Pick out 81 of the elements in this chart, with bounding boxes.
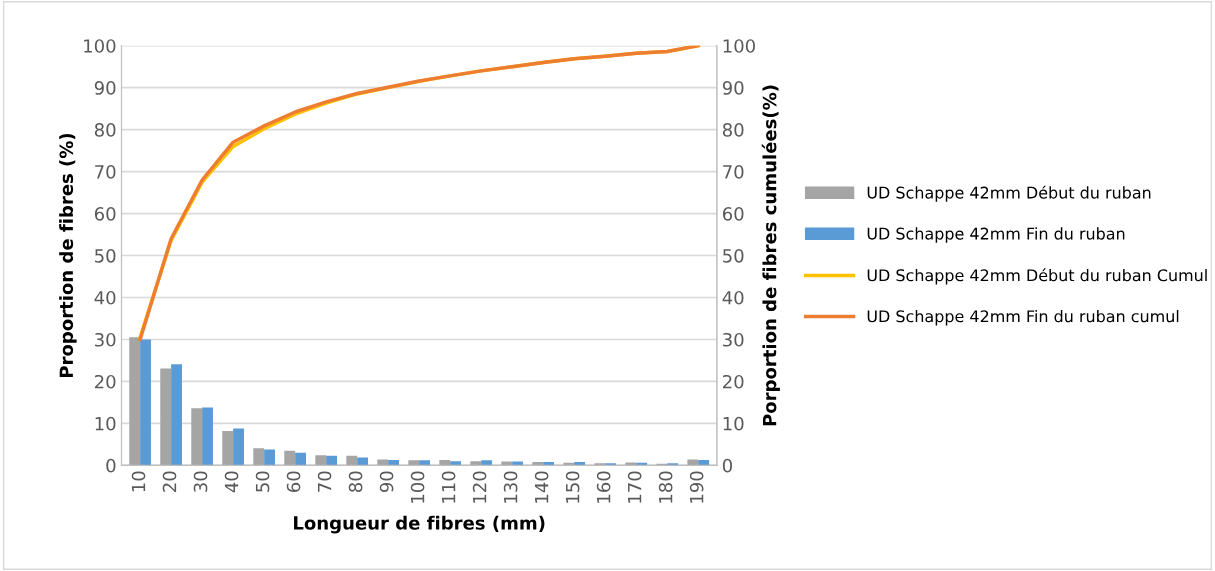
- x-tick-label: 120: [472, 471, 487, 503]
- y-tick-label: 30: [95, 332, 116, 347]
- bar: [315, 455, 327, 466]
- x-tick-label: 80: [348, 471, 363, 492]
- bar: [253, 448, 265, 466]
- bar: [357, 457, 369, 466]
- bar: [191, 408, 203, 466]
- bar: [574, 462, 586, 466]
- x-tick-label: 130: [503, 471, 518, 503]
- y-tick-label: 100: [84, 39, 116, 53]
- x-tick-label: 60: [286, 471, 301, 492]
- x-tick-label: 100: [410, 471, 425, 503]
- y2-tick-label: 60: [722, 207, 744, 221]
- y2-tick-label: 70: [723, 165, 744, 179]
- y2-tick-label: 0: [722, 458, 732, 473]
- x-tick-label: 180: [658, 471, 673, 503]
- bar: [171, 364, 182, 466]
- y-tick-label: 0: [106, 458, 116, 473]
- x-tick-label: 150: [565, 471, 580, 503]
- legend-label: UD Schappe 42mm Début du ruban: [867, 185, 1151, 202]
- legend-label: UD Schappe 42mm Début du ruban Cumul: [867, 268, 1207, 285]
- bar: [470, 461, 482, 466]
- y-tick-label: 50: [95, 248, 116, 263]
- bar: [140, 339, 151, 466]
- bar: [284, 450, 296, 466]
- bar: [687, 459, 699, 466]
- bar: [388, 459, 400, 466]
- bar: [408, 460, 420, 466]
- bar: [439, 459, 451, 466]
- bar: [295, 452, 306, 466]
- y-tick-label: 90: [94, 81, 116, 95]
- bar: [222, 430, 234, 466]
- bar: [698, 459, 710, 466]
- bar: [326, 455, 337, 466]
- y2-tick-label: 20: [723, 374, 744, 389]
- y-tick-label: 60: [94, 207, 116, 221]
- bar: [233, 428, 244, 466]
- x-tick-label: 40: [224, 471, 239, 493]
- y2-tick-label: 10: [723, 416, 744, 431]
- bar: [377, 459, 389, 466]
- x-tick-label: 30: [193, 471, 208, 492]
- y-tick-label: 40: [94, 290, 116, 305]
- y2-tick-label: 30: [723, 332, 744, 347]
- bar: [594, 463, 606, 466]
- bar: [667, 463, 679, 466]
- y2-tick-label: 80: [722, 123, 744, 137]
- legend-label: UD Schappe 42mm Fin du ruban: [867, 227, 1125, 243]
- y-tick-label: 80: [94, 123, 116, 137]
- x-tick-label: 170: [627, 471, 642, 503]
- x-tick-label: 10: [131, 471, 146, 492]
- y-tick-label: 10: [95, 416, 116, 431]
- y2-tick-label: 90: [722, 81, 744, 95]
- bar: [532, 462, 544, 466]
- y2-axis-title: Porportion de fibres cumulées(%): [761, 85, 780, 426]
- y2-tick-label: 40: [722, 290, 744, 305]
- x-tick-label: 50: [255, 471, 270, 492]
- bar: [450, 461, 462, 466]
- bar: [346, 455, 358, 466]
- y2-tick-label: 50: [723, 248, 744, 263]
- y-tick-label: 70: [95, 165, 116, 179]
- bar: [419, 460, 431, 466]
- bar: [129, 337, 141, 466]
- y-tick-label: 20: [94, 374, 116, 389]
- bar: [202, 407, 213, 466]
- bar: [625, 462, 637, 466]
- bar: [160, 368, 172, 466]
- x-axis-title: Longueur de fibres (mm): [294, 515, 545, 534]
- x-tick-label: 140: [534, 471, 549, 503]
- x-tick-label: 70: [317, 471, 332, 492]
- x-tick-label: 90: [379, 471, 394, 493]
- x-tick-label: 190: [689, 471, 704, 503]
- bar: [543, 462, 555, 466]
- y2-tick-label: 100: [723, 39, 755, 53]
- bar: [481, 460, 493, 466]
- bar: [264, 449, 275, 466]
- y-axis-title: Proportion de fibres (%): [59, 133, 77, 378]
- x-tick-label: 110: [441, 471, 456, 503]
- x-tick-label: 20: [162, 471, 177, 492]
- bar: [605, 463, 617, 466]
- legend-label: UD Schappe 42mm Fin du ruban cumul: [867, 309, 1179, 326]
- x-tick-label: 160: [596, 471, 611, 503]
